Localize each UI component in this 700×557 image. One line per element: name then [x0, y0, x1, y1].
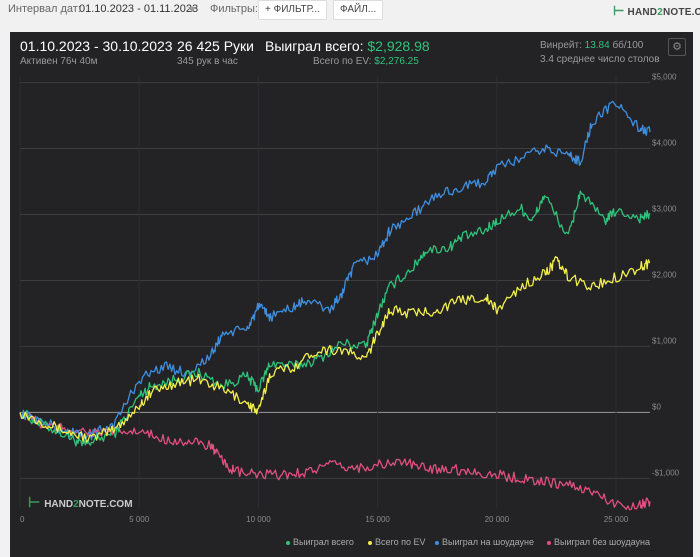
legend-label: Выиграл без шоудауна	[554, 537, 650, 547]
legend-label: Выиграл на шоудауне	[442, 537, 534, 547]
date-interval-select[interactable]: 01.10.2023 - 01.11.2023	[79, 3, 199, 15]
filters-label: Фильтры:	[210, 3, 258, 15]
winrate-value: 13.84	[584, 40, 610, 51]
watermark-text-post: NOTE.COM	[78, 499, 133, 510]
ev-total-value: $2,276.25	[374, 56, 419, 67]
y-tick-label: $5,000	[652, 73, 677, 82]
won-line	[19, 190, 651, 447]
h2n-logo-icon: ⊢	[613, 3, 625, 18]
winnings-chart: $5,000 $4,000 $3,000 $2,000 $1,000 $0 -$1,000 0…	[19, 73, 680, 524]
avg-tables: 3.4 среднее число столов	[540, 54, 660, 65]
h2n-watermark-icon: ⊢	[28, 494, 41, 510]
watermark-text-two: 2	[73, 499, 79, 510]
hand2note-logo: ⊢HAND2NOTE.COM	[613, 3, 700, 19]
non-showdown-line	[19, 412, 651, 511]
y-tick-label: -$1,000	[652, 468, 680, 477]
watermark-text-pre: HAND	[44, 499, 74, 510]
logo-text-pre: HAND	[627, 7, 658, 18]
x-tick-label: 20 000	[485, 515, 510, 524]
x-tick-label: 25 000	[604, 515, 629, 524]
winrate: Винрейт: 13.84 бб/100	[540, 40, 643, 51]
legend-dot	[547, 540, 551, 545]
ev-total-label: Всего по EV:	[313, 56, 372, 67]
legend-dot	[286, 540, 290, 545]
y-tick-label: $2,000	[652, 270, 677, 279]
winrate-label: Винрейт:	[540, 40, 582, 51]
logo-text-post: NOTE.COM	[662, 7, 700, 18]
legend-dot	[368, 540, 372, 545]
won-total-value: $2,928.98	[367, 38, 430, 54]
legend-label: Всего по EV	[375, 537, 426, 547]
x-tick-label: 0	[20, 515, 25, 524]
legend-dot	[435, 540, 439, 545]
chevron-down-icon[interactable]	[188, 7, 196, 12]
legend-label: Выиграл всего	[293, 537, 354, 547]
hand2note-watermark: ⊢ HAND2NOTE.COM	[28, 494, 133, 511]
hands-count: 26 425 Руки	[177, 38, 254, 54]
interval-label: Интервал дат:	[8, 3, 81, 15]
hands-per-hour: 345 рук в час	[177, 56, 238, 67]
winrate-unit: бб/100	[612, 40, 644, 51]
y-tick-label: $0	[652, 402, 661, 411]
x-tick-label: 15 000	[365, 515, 390, 524]
won-total: Выиграл всего: $2,928.98	[265, 38, 430, 54]
date-range: 01.10.2023 - 30.10.2023	[20, 38, 173, 54]
x-tick-label: 5 000	[129, 515, 150, 524]
y-tick-label: $1,000	[652, 336, 677, 345]
x-tick-label: 10 000	[246, 515, 271, 524]
gear-icon[interactable]: ⚙	[668, 38, 686, 56]
files-button[interactable]: ФАЙЛ...	[333, 0, 384, 20]
legend-item-ev[interactable]: Всего по EV	[368, 537, 425, 547]
ev-line	[19, 255, 651, 443]
logo-text-two: 2	[657, 7, 663, 18]
legend-item-showdown[interactable]: Выиграл на шоудауне	[435, 537, 534, 547]
y-tick-label: $3,000	[652, 205, 677, 214]
legend-item-non-showdown[interactable]: Выиграл без шоудауна	[547, 537, 650, 547]
ev-total: Всего по EV: $2,276.25	[313, 56, 419, 67]
active-time: Активен 76ч 40м	[20, 56, 98, 67]
y-tick-label: $4,000	[652, 139, 677, 148]
graph-panel: 01.10.2023 - 30.10.2023 Активен 76ч 40м …	[10, 32, 693, 557]
showdown-line	[19, 100, 651, 441]
add-filter-button[interactable]: + ФИЛЬТР...	[258, 0, 327, 20]
top-toolbar: Интервал дат: 01.10.2023 - 01.11.2023 Фи…	[0, 0, 700, 28]
legend-item-won[interactable]: Выиграл всего	[286, 537, 354, 547]
won-total-label: Выиграл всего:	[265, 38, 364, 54]
